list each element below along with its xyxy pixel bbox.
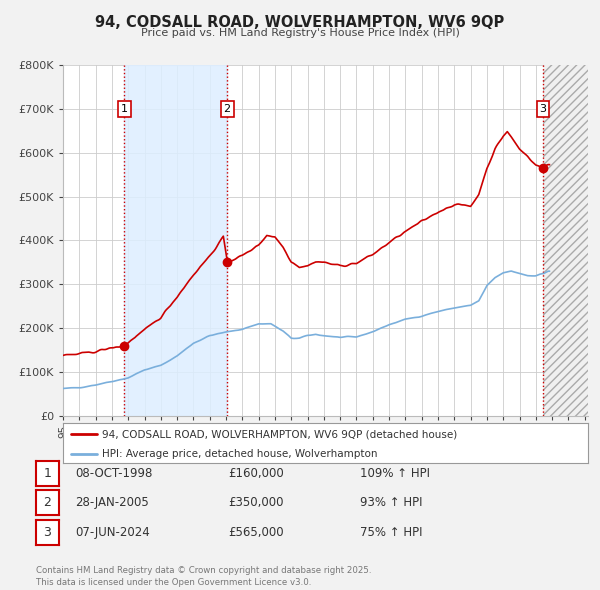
Bar: [124, 65, 227, 416]
Bar: [543, 65, 588, 416]
Text: 3: 3: [43, 526, 52, 539]
Text: £160,000: £160,000: [228, 467, 284, 480]
Text: Contains HM Land Registry data © Crown copyright and database right 2025.
This d: Contains HM Land Registry data © Crown c…: [36, 566, 371, 587]
Text: 75% ↑ HPI: 75% ↑ HPI: [360, 526, 422, 539]
Text: 08-OCT-1998: 08-OCT-1998: [75, 467, 152, 480]
Text: Price paid vs. HM Land Registry's House Price Index (HPI): Price paid vs. HM Land Registry's House …: [140, 28, 460, 38]
Text: 28-JAN-2005: 28-JAN-2005: [75, 496, 149, 509]
Text: 2: 2: [224, 104, 231, 114]
Text: 1: 1: [43, 467, 52, 480]
Text: HPI: Average price, detached house, Wolverhampton: HPI: Average price, detached house, Wolv…: [103, 450, 378, 460]
Text: 94, CODSALL ROAD, WOLVERHAMPTON, WV6 9QP: 94, CODSALL ROAD, WOLVERHAMPTON, WV6 9QP: [95, 15, 505, 30]
Text: 93% ↑ HPI: 93% ↑ HPI: [360, 496, 422, 509]
Text: 1: 1: [121, 104, 128, 114]
Text: 07-JUN-2024: 07-JUN-2024: [75, 526, 150, 539]
Text: 109% ↑ HPI: 109% ↑ HPI: [360, 467, 430, 480]
Text: 94, CODSALL ROAD, WOLVERHAMPTON, WV6 9QP (detached house): 94, CODSALL ROAD, WOLVERHAMPTON, WV6 9QP…: [103, 430, 458, 440]
Text: 2: 2: [43, 496, 52, 509]
Text: £565,000: £565,000: [228, 526, 284, 539]
Text: £350,000: £350,000: [228, 496, 284, 509]
Bar: [543, 65, 588, 416]
Text: 3: 3: [539, 104, 547, 114]
